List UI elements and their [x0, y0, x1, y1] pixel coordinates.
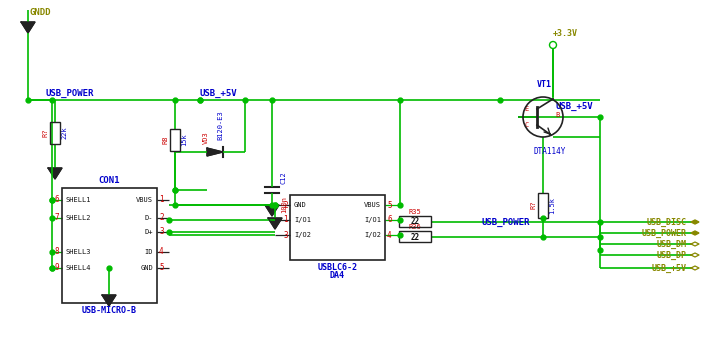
- Text: D+: D+: [144, 229, 153, 235]
- Text: I/O1: I/O1: [294, 217, 311, 223]
- Polygon shape: [48, 168, 62, 179]
- Bar: [170, 129, 180, 151]
- Text: 3: 3: [283, 231, 288, 240]
- Text: I/O2: I/O2: [294, 232, 311, 238]
- Text: DA4: DA4: [330, 271, 345, 280]
- Text: USB_+5V: USB_+5V: [652, 264, 687, 273]
- Bar: [50, 122, 60, 144]
- Text: 7: 7: [54, 214, 59, 223]
- Text: SHELL2: SHELL2: [66, 215, 92, 221]
- Text: C12: C12: [281, 171, 287, 184]
- Text: R36: R36: [409, 224, 421, 230]
- Text: I/O1: I/O1: [364, 217, 381, 223]
- Text: ID: ID: [144, 249, 153, 255]
- Text: 6: 6: [54, 195, 59, 205]
- Polygon shape: [102, 295, 116, 306]
- Bar: [62, 188, 157, 303]
- Text: USB_+5V: USB_+5V: [555, 102, 593, 111]
- Text: 2: 2: [159, 214, 164, 223]
- Text: 8: 8: [54, 248, 59, 257]
- Text: GND: GND: [140, 265, 153, 271]
- Text: R35: R35: [409, 209, 421, 215]
- Text: +3.3V: +3.3V: [553, 29, 578, 38]
- Text: B: B: [555, 112, 559, 118]
- Text: 100n: 100n: [281, 196, 287, 213]
- Text: VBUS: VBUS: [136, 197, 153, 203]
- Text: R?: R?: [43, 129, 49, 137]
- Text: 2: 2: [283, 201, 288, 210]
- Text: 1: 1: [283, 215, 288, 224]
- Circle shape: [550, 42, 556, 49]
- Polygon shape: [691, 220, 699, 224]
- Text: CON1: CON1: [99, 176, 120, 185]
- Text: 22k: 22k: [61, 127, 67, 139]
- Text: SHELL3: SHELL3: [66, 249, 92, 255]
- Text: 6: 6: [387, 215, 392, 224]
- Text: VD3: VD3: [203, 131, 209, 144]
- Text: 15k: 15k: [181, 134, 187, 146]
- Text: 9: 9: [54, 264, 59, 273]
- Text: GND: GND: [294, 202, 307, 208]
- Text: DTA114Y: DTA114Y: [533, 147, 566, 156]
- Text: USB_POWER: USB_POWER: [482, 218, 530, 227]
- Text: 1: 1: [159, 195, 164, 205]
- Polygon shape: [691, 231, 699, 235]
- Text: VBUS: VBUS: [364, 202, 381, 208]
- Text: 4: 4: [387, 231, 392, 240]
- Text: SHELL1: SHELL1: [66, 197, 92, 203]
- Text: 22: 22: [410, 232, 420, 241]
- Polygon shape: [265, 205, 279, 216]
- Text: 5: 5: [387, 201, 392, 210]
- Text: R8: R8: [163, 136, 169, 144]
- Text: USB_POWER: USB_POWER: [642, 228, 687, 237]
- Text: USBLC6-2: USBLC6-2: [317, 263, 358, 272]
- Text: USB_POWER: USB_POWER: [45, 89, 94, 98]
- Text: GNDD: GNDD: [30, 8, 51, 17]
- Polygon shape: [207, 148, 223, 156]
- Bar: [538, 193, 548, 218]
- Text: USB_DM: USB_DM: [657, 239, 687, 249]
- Text: 5: 5: [159, 264, 164, 273]
- Bar: [290, 195, 385, 260]
- Text: USB-MICRO-B: USB-MICRO-B: [82, 306, 137, 315]
- Polygon shape: [21, 22, 35, 33]
- Text: E: E: [525, 106, 529, 112]
- Text: D-: D-: [144, 215, 153, 221]
- Polygon shape: [268, 218, 282, 229]
- Text: 3: 3: [159, 227, 164, 236]
- Text: VT1: VT1: [537, 80, 552, 89]
- Text: B120-E3: B120-E3: [217, 110, 223, 140]
- Bar: [399, 231, 431, 242]
- Bar: [399, 216, 431, 227]
- Text: SHELL4: SHELL4: [66, 265, 92, 271]
- Text: 4: 4: [159, 248, 164, 257]
- Text: USB_DP: USB_DP: [657, 251, 687, 260]
- Text: USB_DISC: USB_DISC: [647, 218, 687, 227]
- Text: I/O2: I/O2: [364, 232, 381, 238]
- Text: USB_+5V: USB_+5V: [200, 89, 237, 98]
- Text: R?: R?: [531, 201, 537, 209]
- Text: C: C: [525, 122, 529, 128]
- Text: 1.5k: 1.5k: [549, 197, 555, 214]
- Text: 22: 22: [410, 218, 420, 227]
